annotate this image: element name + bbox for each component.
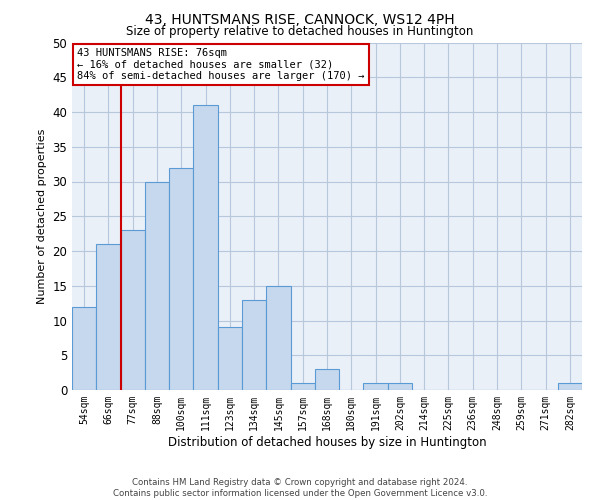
Bar [315,369,339,390]
Bar [290,383,315,390]
Y-axis label: Number of detached properties: Number of detached properties [37,128,47,304]
Text: 43, HUNTSMANS RISE, CANNOCK, WS12 4PH: 43, HUNTSMANS RISE, CANNOCK, WS12 4PH [145,12,455,26]
Bar [558,383,582,390]
Bar [242,300,266,390]
Text: 43 HUNTSMANS RISE: 76sqm
← 16% of detached houses are smaller (32)
84% of semi-d: 43 HUNTSMANS RISE: 76sqm ← 16% of detach… [77,48,365,81]
Bar [72,306,96,390]
Bar [121,230,145,390]
Bar [193,105,218,390]
Text: Contains HM Land Registry data © Crown copyright and database right 2024.
Contai: Contains HM Land Registry data © Crown c… [113,478,487,498]
Bar [364,383,388,390]
Text: Size of property relative to detached houses in Huntington: Size of property relative to detached ho… [127,25,473,38]
Bar [266,286,290,390]
Bar [388,383,412,390]
Bar [96,244,121,390]
Bar [145,182,169,390]
X-axis label: Distribution of detached houses by size in Huntington: Distribution of detached houses by size … [167,436,487,448]
Bar [218,328,242,390]
Bar [169,168,193,390]
